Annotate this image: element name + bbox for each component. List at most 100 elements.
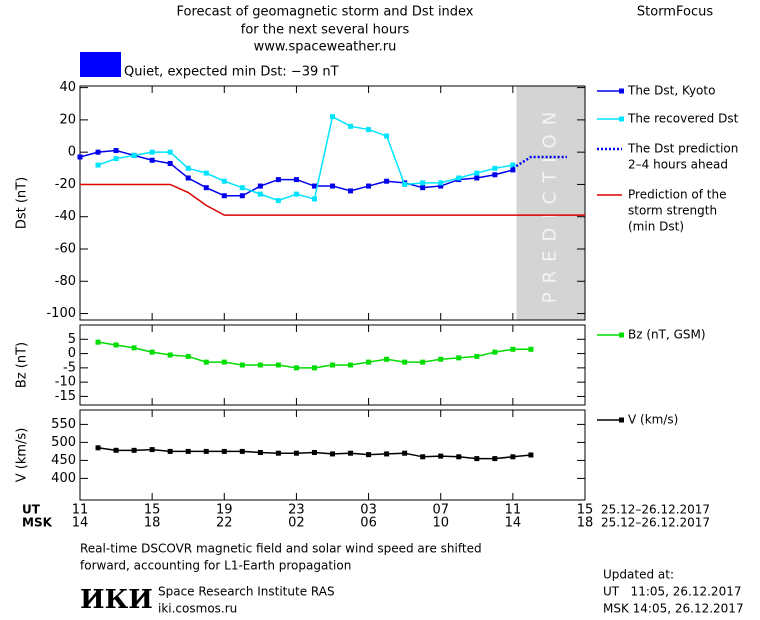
data-point (510, 346, 516, 352)
institute: Space Research Institute RAS (158, 585, 335, 599)
data-point (239, 448, 245, 454)
data-point (311, 196, 317, 202)
data-point (438, 356, 444, 362)
data-point (438, 183, 444, 189)
series-line (79, 149, 514, 197)
x-tick-label: 06 (360, 516, 377, 531)
plot-frame (79, 409, 586, 501)
data-point (330, 114, 335, 120)
site: iki.cosmos.ru (158, 602, 237, 616)
x-tick-label: 15 (577, 503, 594, 518)
data-point (384, 133, 390, 139)
data-point (203, 448, 209, 454)
data-point (167, 160, 173, 166)
y-axis-title: Bz (nT) (15, 342, 30, 388)
y-axis-title: Dst (nT) (15, 177, 30, 229)
data-point (366, 127, 372, 133)
series-line (97, 115, 513, 202)
data-point (239, 193, 245, 199)
data-point (293, 450, 299, 456)
data-point (492, 172, 498, 178)
data-point (221, 178, 227, 184)
series-line (97, 341, 531, 369)
updated: Updated at: (603, 568, 674, 582)
data-point (438, 453, 444, 459)
data-point (348, 123, 354, 129)
data-point (456, 454, 462, 460)
data-point (438, 180, 444, 186)
data-point (77, 154, 83, 160)
data-point (167, 448, 173, 454)
data-point (221, 193, 227, 199)
prediction-zone (516, 86, 585, 320)
data-point (257, 183, 263, 189)
data-point (402, 359, 408, 365)
data-point (528, 452, 534, 458)
x-row-range: 25.12–26.12.2017 (601, 503, 710, 517)
data-point (402, 181, 408, 187)
data-point (528, 346, 534, 352)
y-tick-label: 450 (51, 453, 76, 468)
data-point (420, 454, 426, 460)
data-point (95, 162, 101, 168)
data-point (131, 447, 137, 453)
legend-marker (619, 417, 624, 423)
data-point (95, 339, 101, 345)
data-point (131, 345, 137, 351)
legend-label: The Dst, Kyoto (627, 84, 715, 98)
data-point (185, 353, 191, 359)
legend-label: The recovered Dst (627, 112, 739, 126)
data-point (95, 445, 101, 451)
brand: StormFocus (637, 5, 713, 20)
data-point (275, 362, 281, 368)
data-point (275, 450, 281, 456)
title-line: for the next several hours (241, 23, 410, 38)
x-tick-label: 11 (72, 503, 89, 518)
legend-label: (min Dst) (628, 220, 684, 234)
data-point (149, 349, 155, 355)
x-row-name: MSK (22, 516, 53, 530)
data-point (239, 362, 245, 368)
title-line: Forecast of geomagnetic storm and Dst in… (176, 5, 473, 20)
data-point (311, 183, 317, 189)
data-point (402, 450, 408, 456)
data-point (149, 149, 155, 155)
x-tick-label: 23 (288, 503, 305, 518)
legend-label: V (km/s) (628, 413, 678, 427)
x-tick-label: 15 (144, 503, 161, 518)
x-row-range: 25.12–26.12.2017 (601, 516, 710, 530)
data-point (420, 185, 426, 191)
legend-marker (619, 332, 624, 338)
data-point (203, 359, 209, 365)
data-point (474, 175, 480, 181)
x-tick-label: 14 (72, 516, 89, 531)
data-point (474, 456, 480, 462)
data-point (113, 447, 119, 453)
data-point (257, 191, 263, 197)
data-point (113, 156, 119, 162)
prediction-label: PREDICTION (540, 103, 561, 303)
data-point (366, 359, 372, 365)
data-point (510, 454, 516, 460)
data-point (348, 450, 354, 456)
x-tick-label: 19 (216, 503, 233, 518)
data-point (492, 349, 498, 355)
data-point (492, 165, 498, 171)
series-line (512, 155, 567, 170)
y-tick-label: 550 (51, 417, 76, 432)
data-point (348, 362, 354, 368)
data-point (149, 157, 155, 163)
legend-label: 2–4 hours ahead (628, 158, 728, 172)
series-line (80, 183, 585, 216)
data-point (95, 149, 101, 155)
data-point (420, 359, 426, 365)
data-point (366, 183, 372, 189)
y-tick-label: 400 (51, 471, 76, 486)
data-point (293, 365, 299, 371)
y-tick-label: -15 (55, 389, 76, 404)
data-point (330, 183, 335, 189)
data-point (510, 162, 516, 168)
data-point (275, 177, 281, 183)
data-point (203, 185, 209, 191)
data-point (311, 449, 317, 455)
